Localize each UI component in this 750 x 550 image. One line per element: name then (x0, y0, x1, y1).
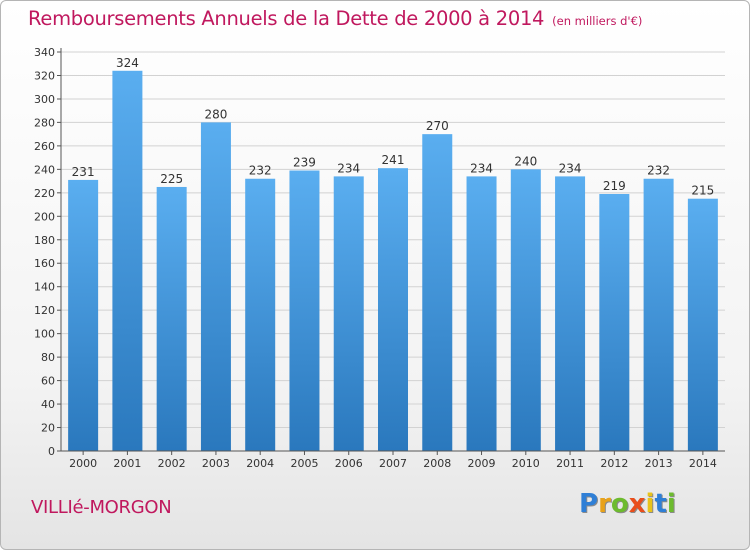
y-tick-label: 160 (34, 257, 55, 270)
logo-letter: i (666, 489, 676, 519)
data-label: 215 (691, 184, 714, 198)
x-tick-label: 2000 (69, 457, 97, 470)
bar-2001 (112, 70, 143, 451)
y-tick-label: 60 (41, 375, 55, 388)
bar-2014 (687, 198, 718, 451)
data-labels: 231 324 225 280 232 239 234 241 270 234 240 234 219 2… (72, 56, 715, 198)
data-label: 232 (249, 164, 272, 178)
proxiti-logo: Proxiti (579, 489, 676, 519)
axes (57, 48, 725, 455)
data-label: 270 (426, 119, 449, 133)
x-tick-label: 2008 (423, 457, 451, 470)
y-tick-label: 220 (34, 187, 55, 200)
x-tick-label: 2010 (512, 457, 540, 470)
y-tick-label: 20 (41, 422, 55, 435)
logo-letter: P (579, 489, 599, 519)
data-label: 241 (382, 153, 405, 167)
x-tick-label: 2005 (290, 457, 318, 470)
x-tick-label: 2004 (246, 457, 274, 470)
bar-2002 (156, 186, 187, 452)
bar-2006 (333, 176, 364, 452)
chart-unit: (en milliers d'€) (552, 14, 643, 28)
bars (68, 70, 718, 452)
x-tick-label: 2003 (202, 457, 230, 470)
y-tick-label: 340 (34, 46, 55, 59)
bar-2004 (245, 178, 276, 451)
logo-letter: x (628, 489, 646, 519)
y-tick-label: 0 (48, 445, 55, 458)
logo-letter: i (645, 489, 655, 519)
data-label: 324 (116, 56, 139, 70)
data-label: 219 (603, 179, 626, 193)
y-tick-label: 140 (34, 281, 55, 294)
bar-2010 (510, 169, 541, 451)
logo-letter: r (598, 489, 611, 519)
y-tick-label: 240 (34, 163, 55, 176)
x-tick-labels: 2000 2001 2002 2003 2004 2005 2006 2007 2008 2009… (69, 457, 717, 470)
x-tick-label: 2014 (689, 457, 717, 470)
data-label: 225 (160, 172, 183, 186)
x-tick-label: 2009 (468, 457, 496, 470)
chart-title-text: Remboursements Annuels de la Dette de 20… (28, 7, 545, 30)
data-label: 280 (204, 107, 227, 121)
x-tick-label: 2012 (600, 457, 628, 470)
y-tick-label: 260 (34, 140, 55, 153)
y-tick-label: 40 (41, 398, 55, 411)
chart-title: Remboursements Annuels de la Dette de 20… (28, 7, 642, 30)
x-tick-label: 2013 (645, 457, 673, 470)
bar-2005 (289, 170, 320, 451)
logo-letter: o (610, 489, 629, 519)
data-label: 234 (470, 161, 493, 175)
y-tick-label: 320 (34, 69, 55, 82)
data-label: 234 (337, 161, 360, 175)
data-label: 240 (514, 154, 537, 168)
y-tick-label: 300 (34, 93, 55, 106)
bar-2003 (200, 122, 231, 451)
bar-2009 (466, 176, 497, 452)
data-label: 232 (647, 164, 670, 178)
y-tick-label: 180 (34, 234, 55, 247)
y-tick-label: 100 (34, 328, 55, 341)
data-label: 234 (559, 161, 582, 175)
x-tick-label: 2007 (379, 457, 407, 470)
y-tick-label: 80 (41, 351, 55, 364)
x-tick-label: 2002 (158, 457, 186, 470)
y-tick-label: 280 (34, 116, 55, 129)
bar-2008 (422, 134, 453, 451)
bar-2012 (599, 193, 630, 451)
bar-2000 (68, 179, 99, 451)
place-name: VILLIé-MORGON (31, 497, 172, 518)
data-label: 231 (72, 165, 95, 179)
data-label: 239 (293, 156, 316, 170)
bar-2013 (643, 178, 674, 451)
x-tick-label: 2011 (556, 457, 584, 470)
bar-2007 (378, 168, 408, 451)
x-tick-label: 2006 (335, 457, 363, 470)
logo-letter: t (654, 489, 667, 519)
y-tick-label: 120 (34, 304, 55, 317)
y-tick-labels: 0 20 40 60 80 100 120 140 160 180 200 220 240 260 280 3… (34, 46, 55, 458)
x-tick-label: 2001 (113, 457, 141, 470)
y-tick-label: 200 (34, 210, 55, 223)
bar-2011 (555, 176, 586, 452)
